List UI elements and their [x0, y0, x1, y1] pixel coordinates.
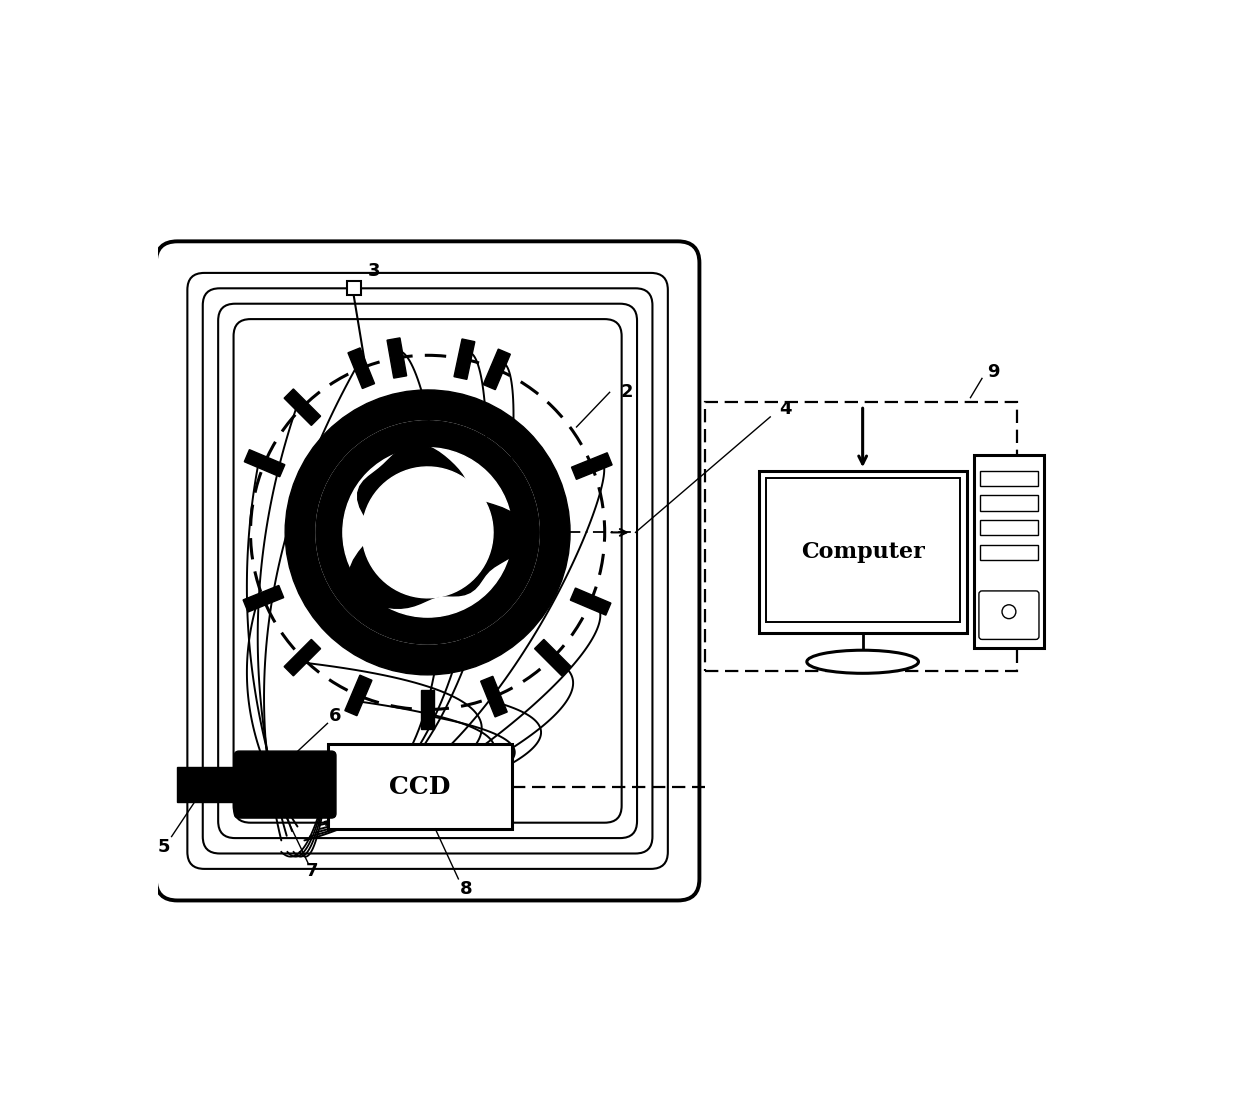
Text: 3: 3	[367, 262, 379, 279]
Text: 4: 4	[780, 400, 792, 418]
Circle shape	[316, 421, 539, 645]
Bar	[244, 450, 285, 476]
Circle shape	[316, 421, 539, 645]
Bar	[534, 639, 572, 675]
Bar	[345, 675, 372, 716]
Bar	[481, 676, 507, 717]
Circle shape	[1002, 605, 1016, 618]
Bar	[704, 402, 1017, 671]
Bar	[327, 745, 512, 829]
Bar	[980, 471, 1038, 486]
Circle shape	[343, 448, 512, 617]
Bar	[284, 389, 321, 426]
Text: 2: 2	[620, 383, 632, 402]
Bar	[387, 338, 407, 378]
Polygon shape	[362, 468, 494, 597]
FancyBboxPatch shape	[234, 751, 336, 818]
Text: 6: 6	[329, 706, 341, 725]
Bar	[980, 544, 1038, 560]
Text: 8: 8	[460, 880, 472, 898]
Text: 9: 9	[987, 363, 999, 382]
Bar	[422, 691, 434, 728]
Bar	[284, 639, 321, 675]
Text: Computer: Computer	[801, 541, 925, 563]
Bar	[348, 348, 374, 388]
Bar	[243, 585, 284, 612]
Polygon shape	[348, 444, 527, 608]
Bar	[975, 455, 1044, 648]
Bar	[759, 471, 967, 632]
Bar	[570, 588, 611, 615]
Circle shape	[285, 390, 570, 675]
Text: 5: 5	[157, 837, 170, 856]
FancyBboxPatch shape	[156, 241, 699, 901]
Text: 1: 1	[317, 586, 330, 605]
Bar	[980, 520, 1038, 536]
Text: CCD: CCD	[389, 774, 450, 799]
FancyBboxPatch shape	[978, 591, 1039, 639]
Bar	[347, 282, 361, 295]
Bar	[980, 495, 1038, 510]
Bar	[572, 453, 613, 480]
Bar	[765, 477, 960, 623]
Bar	[454, 339, 475, 380]
Text: 7: 7	[306, 862, 319, 880]
Ellipse shape	[807, 650, 919, 673]
Bar	[484, 349, 511, 389]
Bar	[177, 768, 243, 802]
